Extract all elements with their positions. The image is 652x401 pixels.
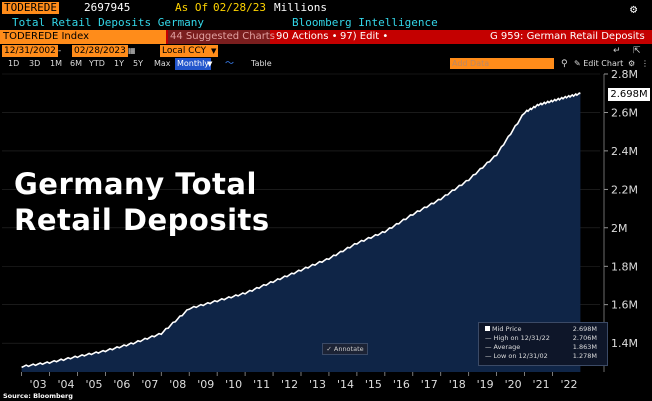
x-tick-label: '10 — [225, 378, 242, 391]
period-max[interactable]: Max — [154, 59, 171, 68]
y-tick-label: 2.2M — [611, 183, 638, 196]
frequency-select[interactable]: Monthly — [175, 58, 212, 70]
x-tick-label: '03 — [30, 378, 47, 391]
y-tick-label: 2.6M — [611, 106, 638, 119]
description-row: Total Retail Deposits Germany Bloomberg … — [0, 15, 652, 30]
chart-title: Germany Total Retail Deposits — [14, 167, 270, 237]
period-ytd[interactable]: YTD — [89, 59, 105, 68]
chart-canvas[interactable]: 1.4M 1.6M 1.8M 2M 2.2M 2.4M 2.6M 2.8M '03 '04 '05… — [0, 70, 652, 401]
x-tick-label: '20 — [505, 378, 522, 391]
actions-menu[interactable]: 90 Actions • — [276, 31, 338, 42]
more-icon[interactable]: ⋮ — [641, 59, 649, 68]
y-tick-label: 2.8M — [611, 70, 638, 81]
legend-average: — Average 1.863M — [485, 343, 597, 351]
back-icon[interactable]: ↵ — [613, 46, 621, 56]
line-chart-icon[interactable]: 〜 — [225, 59, 235, 69]
x-tick-label: '21 — [533, 378, 550, 391]
x-tick-label: '12 — [281, 378, 298, 391]
x-tick-label: '05 — [85, 378, 102, 391]
source-note: Source: Bloomberg — [3, 392, 73, 400]
start-date-field[interactable]: 12/31/2002 — [2, 45, 58, 57]
x-tick-label: '04 — [58, 378, 75, 391]
add-data-input[interactable]: Add Data — [450, 58, 554, 69]
x-axis: '03 '04 '05 '06 '07 '08 '09 '10 '11 '12 '13 '14 '15 '… — [21, 372, 578, 391]
edit-chart-button[interactable]: ✎ Edit Chart — [574, 59, 624, 68]
x-tick-label: '06 — [113, 378, 130, 391]
y-tick-label: 1.4M — [611, 337, 638, 350]
x-tick-label: '09 — [197, 378, 214, 391]
date-range-row: 12/31/2002 - 02/28/2023 ▦ Local CCY ▼ ↵ … — [2, 45, 641, 57]
period-5y[interactable]: 5Y — [133, 59, 143, 68]
table-button[interactable]: Table — [251, 59, 272, 68]
legend-mid: Mid Price 2.698M — [485, 325, 601, 333]
x-tick-label: '22 — [560, 378, 577, 391]
annotate-button[interactable]: ✓ Annotate — [322, 343, 368, 355]
last-value-tag: 2.698M — [608, 88, 650, 101]
x-tick-label: '18 — [449, 378, 466, 391]
page-title: G 959: German Retail Deposits — [490, 31, 645, 42]
settings-icon[interactable]: ⚙ — [628, 59, 636, 68]
end-date-field[interactable]: 02/28/2023 — [72, 45, 128, 57]
y-axis: 1.4M 1.6M 1.8M 2M 2.2M 2.4M 2.6M 2.8M — [603, 70, 638, 372]
checkbox-icon[interactable] — [485, 326, 490, 331]
magnifier-icon[interactable]: ⚲ — [561, 59, 568, 69]
period-6m[interactable]: 6M — [70, 59, 82, 68]
chevron-down-icon[interactable]: ▼ — [211, 47, 217, 55]
x-tick-label: '08 — [169, 378, 186, 391]
period-1d[interactable]: 1D — [8, 59, 20, 68]
chart-legend: Mid Price 2.698M — High on 12/31/22 2.706… — [478, 322, 608, 366]
x-tick-label: '16 — [393, 378, 410, 391]
period-row: 1D 3D 1M 6M YTD 1Y 5Y Max Monthly ▼ 〜 Ta… — [0, 58, 652, 70]
gear-icon[interactable]: ⚙ — [630, 2, 638, 16]
series-area — [21, 93, 581, 372]
x-tick-label: '07 — [141, 378, 158, 391]
asof-label: As Of — [175, 1, 209, 14]
index-tab[interactable]: TODEREDE Index — [0, 30, 166, 44]
ticker-label[interactable]: TODEREDE — [2, 1, 59, 14]
source-name: Bloomberg Intelligence — [292, 16, 438, 29]
units-label: Millions — [274, 1, 327, 14]
y-tick-label: 2.4M — [611, 145, 638, 158]
x-tick-label: '13 — [309, 378, 326, 391]
legend-high: — High on 12/31/22 2.706M — [485, 334, 597, 342]
x-tick-label: '14 — [337, 378, 354, 391]
series-description: Total Retail Deposits Germany — [12, 16, 205, 29]
x-tick-label: '15 — [365, 378, 382, 391]
toolbar-row: TODEREDE Index 44 Suggested Charts 90 Ac… — [0, 30, 652, 44]
last-value: 2697945 — [84, 1, 131, 14]
currency-select[interactable]: Local CCY — [160, 45, 218, 57]
calendar-icon[interactable]: ▦ — [128, 46, 136, 55]
y-tick-label: 2M — [611, 222, 628, 235]
edit-menu[interactable]: 97) Edit • — [340, 31, 389, 42]
x-tick-label: '11 — [253, 378, 270, 391]
asof-date: 02/28/23 — [213, 1, 266, 14]
period-1y[interactable]: 1Y — [114, 59, 124, 68]
x-tick-label: '17 — [421, 378, 438, 391]
series-line — [21, 92, 581, 369]
export-icon[interactable]: ⇱ — [633, 46, 641, 56]
period-3d[interactable]: 3D — [29, 59, 41, 68]
legend-low: — Low on 12/31/02 1.278M — [485, 352, 597, 360]
chevron-down-icon[interactable]: ▼ — [207, 60, 213, 68]
header-row: TODEREDE 2697945 As Of 02/28/23 Millions… — [0, 0, 652, 16]
suggested-charts-tab[interactable]: 44 Suggested Charts — [168, 30, 275, 44]
period-1m[interactable]: 1M — [50, 59, 62, 68]
y-tick-label: 1.6M — [611, 299, 638, 312]
y-tick-label: 1.8M — [611, 260, 638, 273]
x-tick-label: '19 — [477, 378, 494, 391]
